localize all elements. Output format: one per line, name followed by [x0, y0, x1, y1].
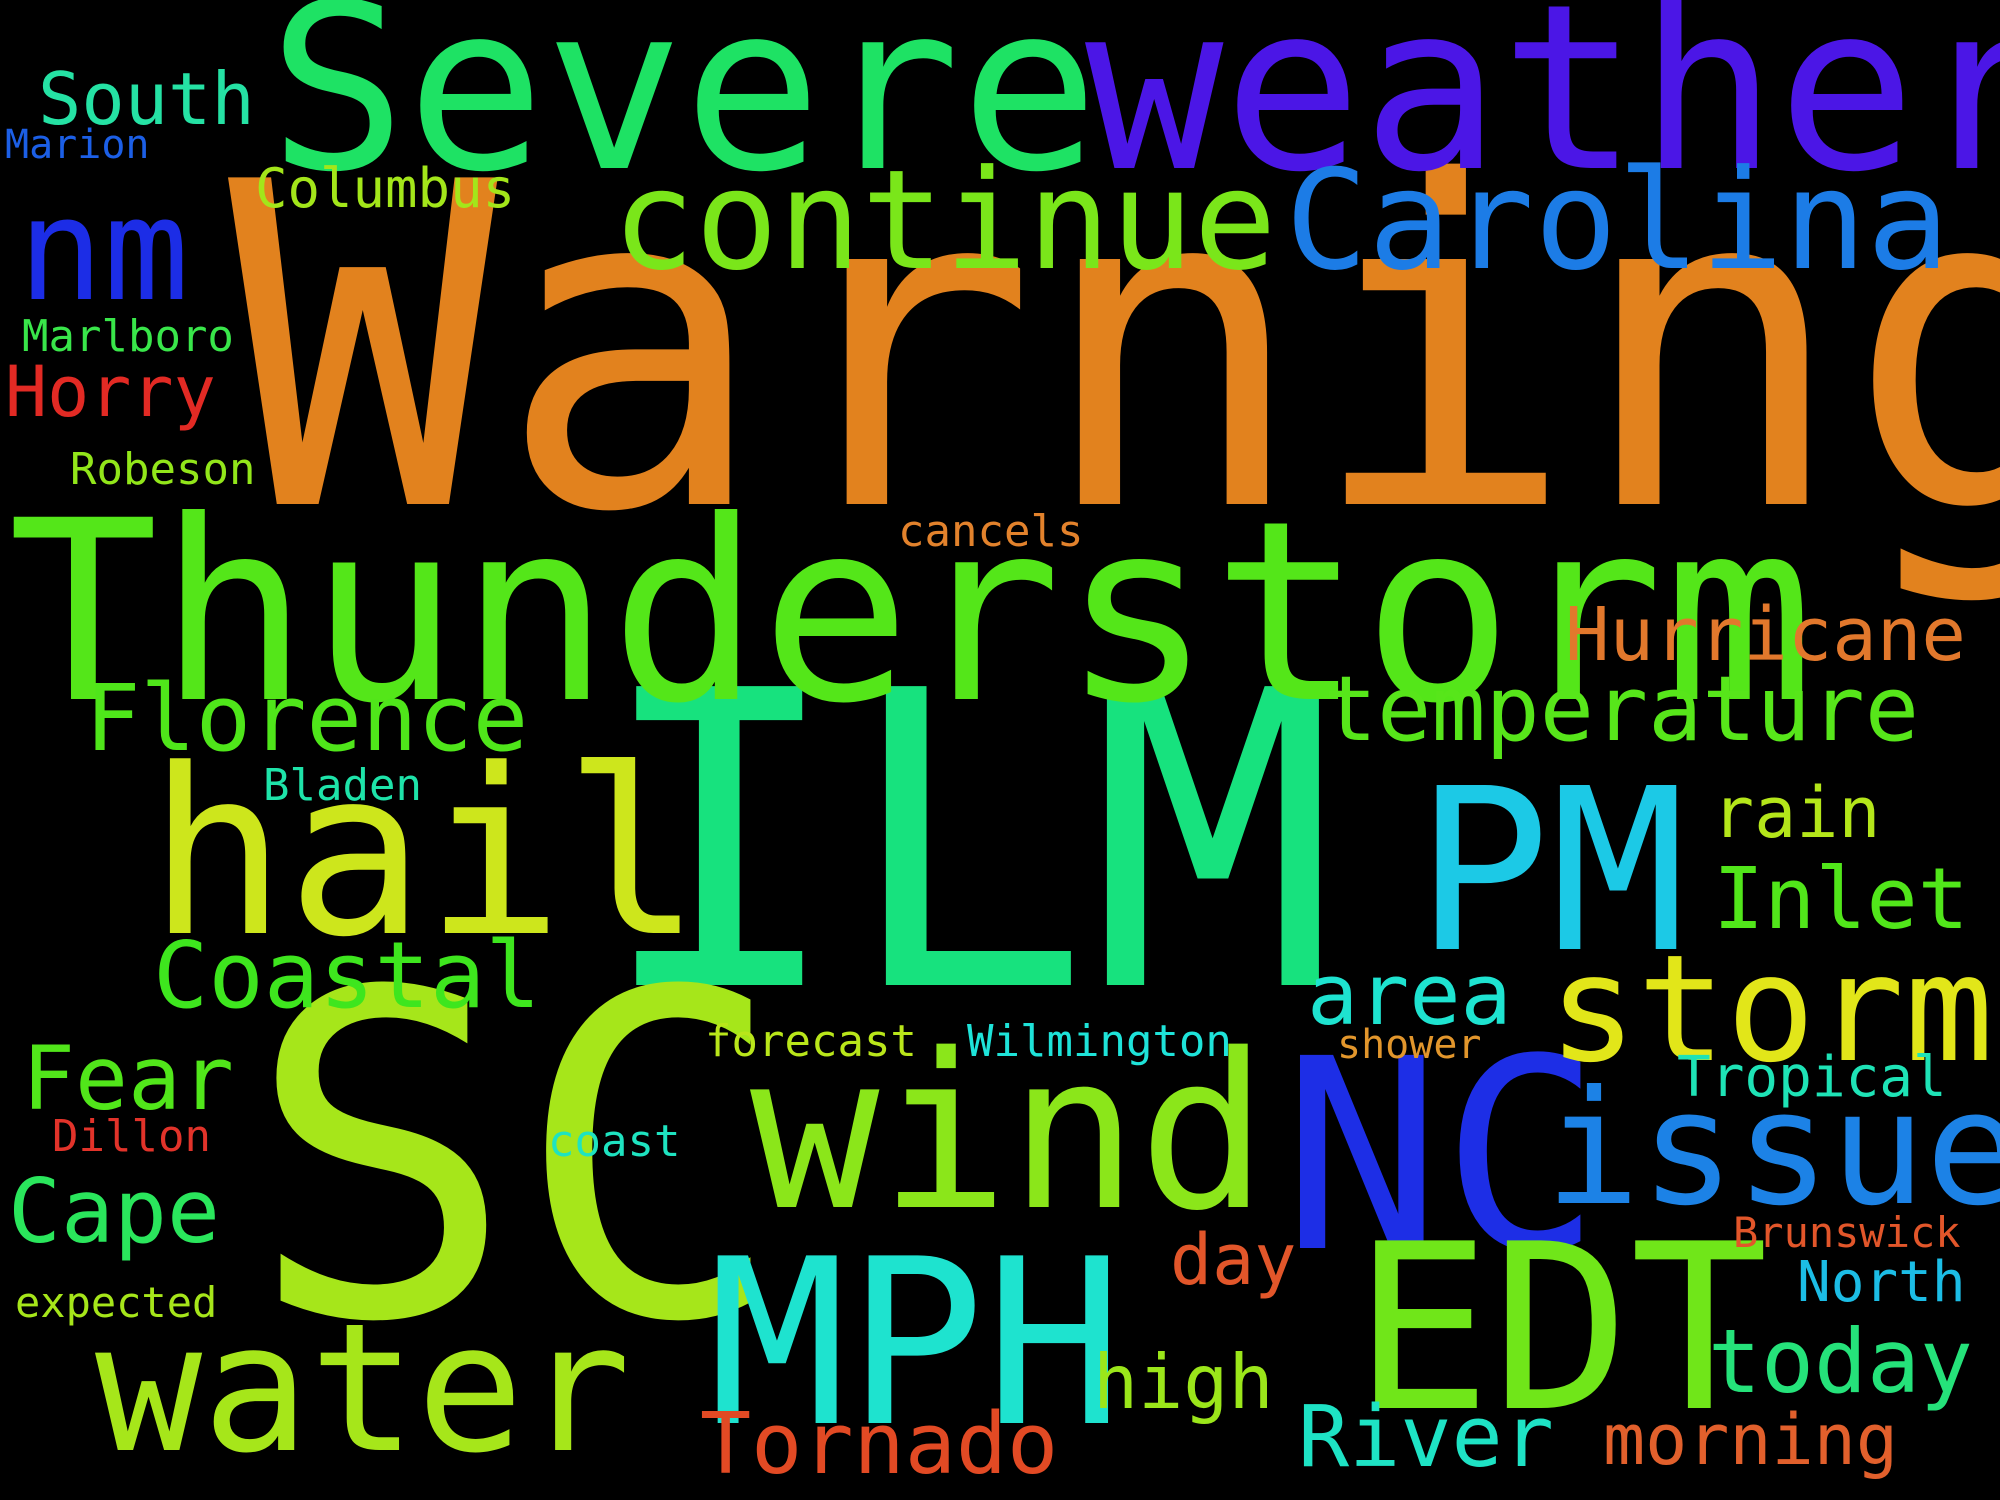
word-coastal: Coastal — [153, 922, 541, 1029]
word-florence: Florence — [85, 665, 529, 772]
word-fear: Fear — [22, 1027, 234, 1130]
word-south: South — [38, 57, 255, 141]
word-day: day — [1170, 1219, 1297, 1301]
word-columbus: Columbus — [255, 157, 516, 220]
word-high: high — [1093, 1338, 1274, 1426]
word-ilm: ILM — [596, 604, 1337, 1082]
word-weather: weather — [1085, 0, 2000, 223]
word-edt: EDT — [1353, 1196, 1769, 1463]
word-coast: coast — [548, 1116, 681, 1167]
word-water: water — [95, 1285, 631, 1492]
word-nm: nm — [18, 168, 189, 333]
word-nc: NC — [1282, 1003, 1602, 1311]
word-pm: PM — [1415, 741, 1686, 1003]
word-tornado: Tornado — [700, 1395, 1059, 1494]
word-temperature: temperature — [1323, 657, 1920, 762]
word-cancels: cancels — [898, 506, 1084, 557]
word-rain: rain — [1712, 772, 1881, 854]
word-sc: SC — [246, 898, 786, 1420]
word-morning: morning — [1603, 1399, 1899, 1481]
word-thunderstorm: Thunderstorm — [8, 467, 1815, 758]
word-river: River — [1298, 1388, 1554, 1487]
word-tropical: Tropical — [1677, 1045, 1947, 1110]
word-storm: storm — [1548, 923, 1994, 1095]
word-severe: Severe — [268, 0, 1099, 223]
word-marion: Marion — [5, 122, 150, 168]
word-hail: hail — [148, 721, 702, 988]
word-forecast: forecast — [705, 1016, 917, 1067]
word-issue: issue — [1545, 1057, 2000, 1241]
word-expected: expected — [15, 1278, 218, 1327]
word-brunswick: Brunswick — [1733, 1208, 1961, 1257]
word-north: North — [1797, 1250, 1966, 1315]
word-continue: continue — [612, 140, 1277, 301]
word-hurricane: Hurricane — [1565, 592, 1966, 678]
word-carolina: Carolina — [1285, 140, 1950, 301]
word-horry: Horry — [5, 351, 216, 433]
word-mph: MPH — [708, 1211, 1124, 1478]
word-area: area — [1307, 946, 1512, 1045]
word-wilmington: Wilmington — [967, 1016, 1232, 1067]
word-cape: Cape — [8, 1160, 220, 1263]
word-bladen: Bladen — [263, 760, 422, 811]
word-shower: shower — [1337, 1022, 1482, 1068]
word-dillon: Dillon — [52, 1111, 211, 1162]
word-marlboro: Marlboro — [22, 311, 234, 362]
word-robeson: Robeson — [70, 444, 256, 495]
word-inlet: Inlet — [1713, 850, 1969, 949]
word-warning: Warning — [228, 88, 2000, 610]
word-today: today — [1708, 1310, 1973, 1413]
word-wind: wind — [750, 1007, 1268, 1258]
